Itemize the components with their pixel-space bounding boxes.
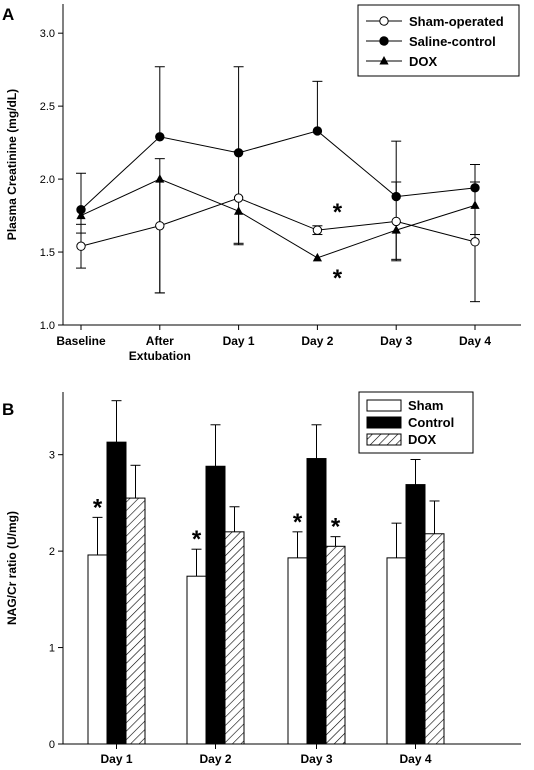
legend-label: Control: [408, 415, 454, 430]
data-point-0: [233, 193, 244, 203]
y-tick-label: 1: [49, 643, 55, 655]
bar-white: [386, 557, 407, 745]
data-point-0: [155, 221, 165, 231]
x-tick-label: Day 2: [301, 334, 333, 348]
y-tick-label: 1.5: [40, 247, 55, 259]
series-line-0: [80, 197, 476, 247]
panel-b: B 0 1 2 3 Day 1 Day 2 Day 3 Day 4 NAG/Cr ratio (…: [2, 391, 521, 766]
data-point-0: [312, 225, 323, 235]
legend-label: Sham: [408, 398, 443, 413]
panel-b-marks: * * * *: [87, 400, 445, 745]
legend-marker: [379, 16, 389, 26]
y-tick-label: 0: [49, 739, 55, 751]
data-point-2: [234, 206, 244, 215]
significance-star: *: [333, 199, 343, 226]
x-tick-label: After: [146, 334, 174, 348]
data-point-0: [391, 216, 401, 227]
legend-label: Saline-control: [409, 34, 496, 49]
data-point-2: [391, 225, 401, 234]
data-point-0: [470, 237, 480, 247]
significance-star: *: [93, 494, 103, 521]
data-point-1: [470, 183, 480, 193]
x-tick-label: Baseline: [56, 334, 106, 348]
series-line-1: [80, 130, 476, 211]
x-tick-label: Day 3: [380, 334, 412, 348]
legend-swatch: [366, 416, 402, 429]
y-tick-label: 1.0: [40, 320, 55, 332]
y-axis-label: Plasma Creatinine (mg/dL): [5, 89, 19, 240]
data-point-1: [233, 148, 244, 158]
data-point-2: [76, 210, 86, 220]
legend-swatch: [366, 399, 402, 412]
bar-hatch: [325, 545, 346, 745]
panel-a-legend: Sham-operated Saline-control DOX: [357, 4, 520, 77]
significance-star: *: [293, 509, 303, 536]
panel-a: A 1.0 1.5 2.0 2.5 3.0 Baseline AfterExtubation…: [2, 4, 521, 363]
legend-label: DOX: [408, 432, 437, 447]
data-point-2: [470, 200, 480, 209]
data-point-1: [391, 191, 401, 202]
bar-white: [87, 554, 108, 745]
data-point-0: [76, 241, 86, 251]
x-tick-label: Extubation: [129, 349, 191, 363]
data-point-1: [155, 132, 165, 142]
panel-b-legend: Sham Control DOX: [358, 391, 474, 454]
significance-star: *: [333, 265, 343, 292]
series-line-2: [80, 178, 476, 259]
y-axis-label: NAG/Cr ratio (U/mg): [5, 511, 19, 625]
bar-white: [287, 557, 308, 745]
panel-b-label: B: [2, 400, 14, 419]
y-tick-label: 2: [49, 546, 55, 558]
y-tick-label: 2.5: [40, 101, 55, 113]
panel-a-marks: **: [76, 66, 480, 303]
x-tick-label: Day 1: [100, 752, 132, 766]
y-tick-label: 3.0: [40, 28, 55, 40]
bar-black: [306, 458, 327, 745]
bar-white: [186, 575, 207, 745]
significance-star: *: [192, 526, 202, 553]
bar-black: [106, 441, 127, 745]
data-point-1: [312, 126, 323, 136]
legend-marker: [379, 56, 389, 65]
y-tick-label: 2.0: [40, 174, 55, 186]
panel-a-label: A: [2, 5, 14, 24]
data-point-2: [155, 174, 165, 183]
bar-hatch: [424, 533, 445, 745]
bar-black: [205, 465, 226, 745]
x-tick-label: Day 4: [399, 752, 431, 766]
x-tick-label: Day 1: [223, 334, 255, 348]
legend-label: DOX: [409, 54, 438, 69]
significance-star: *: [331, 514, 341, 541]
x-tick-label: Day 2: [199, 752, 231, 766]
legend-swatch: [366, 433, 402, 446]
legend-label: Sham-operated: [409, 14, 504, 29]
x-tick-label: Day 4: [459, 334, 491, 348]
x-tick-label: Day 3: [300, 752, 332, 766]
legend-marker: [379, 36, 389, 46]
bar-hatch: [125, 497, 146, 745]
y-tick-label: 3: [49, 450, 55, 462]
data-point-2: [312, 252, 322, 262]
bar-black: [405, 484, 426, 745]
bar-hatch: [224, 531, 245, 745]
